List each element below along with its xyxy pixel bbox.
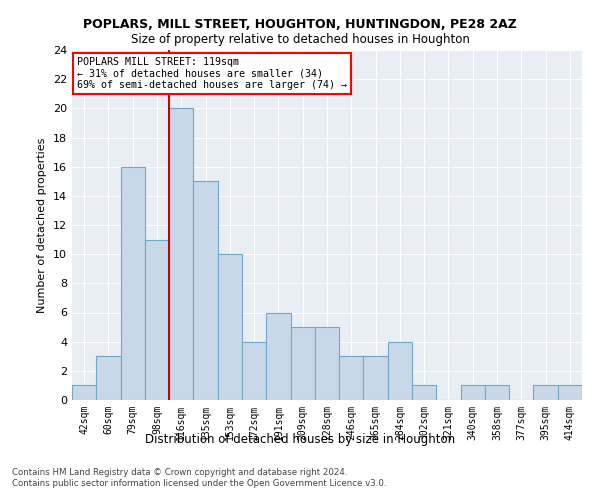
Bar — [339, 356, 364, 400]
Bar — [412, 386, 436, 400]
Bar — [169, 108, 193, 400]
Y-axis label: Number of detached properties: Number of detached properties — [37, 138, 47, 312]
Bar — [266, 312, 290, 400]
Bar — [364, 356, 388, 400]
Bar — [315, 327, 339, 400]
Bar — [145, 240, 169, 400]
Bar — [72, 386, 96, 400]
Text: Contains HM Land Registry data © Crown copyright and database right 2024.
Contai: Contains HM Land Registry data © Crown c… — [12, 468, 386, 487]
Bar — [121, 166, 145, 400]
Bar — [242, 342, 266, 400]
Bar — [290, 327, 315, 400]
Text: Distribution of detached houses by size in Houghton: Distribution of detached houses by size … — [145, 432, 455, 446]
Bar — [96, 356, 121, 400]
Text: POPLARS, MILL STREET, HOUGHTON, HUNTINGDON, PE28 2AZ: POPLARS, MILL STREET, HOUGHTON, HUNTINGD… — [83, 18, 517, 30]
Text: Size of property relative to detached houses in Houghton: Size of property relative to detached ho… — [131, 32, 469, 46]
Bar — [193, 182, 218, 400]
Text: POPLARS MILL STREET: 119sqm
← 31% of detached houses are smaller (34)
69% of sem: POPLARS MILL STREET: 119sqm ← 31% of det… — [77, 57, 347, 90]
Bar — [558, 386, 582, 400]
Bar — [485, 386, 509, 400]
Bar — [533, 386, 558, 400]
Bar — [461, 386, 485, 400]
Bar — [218, 254, 242, 400]
Bar — [388, 342, 412, 400]
